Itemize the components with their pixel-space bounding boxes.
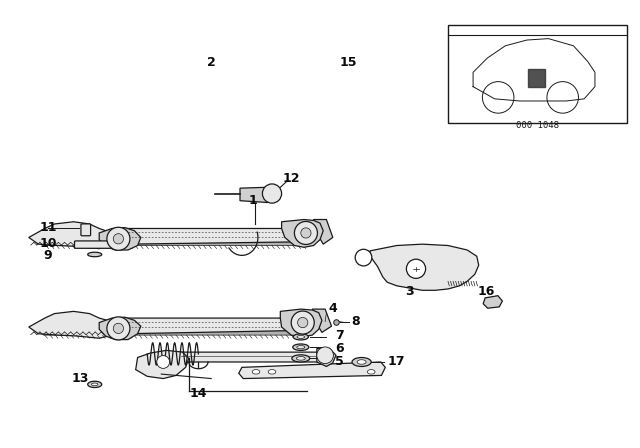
Ellipse shape [268,370,276,374]
Text: 17: 17 [388,355,406,369]
Polygon shape [528,69,545,86]
Polygon shape [29,222,118,249]
Text: 6: 6 [335,342,344,355]
Polygon shape [314,220,333,244]
Ellipse shape [293,334,308,340]
FancyBboxPatch shape [81,224,91,236]
Ellipse shape [357,360,366,364]
Text: 3: 3 [405,284,414,298]
Ellipse shape [297,336,305,338]
Text: 14: 14 [189,387,207,400]
Circle shape [355,249,372,266]
Polygon shape [483,296,502,308]
Text: 10: 10 [39,237,57,250]
Circle shape [406,259,426,278]
Polygon shape [118,318,300,334]
Circle shape [294,221,317,245]
Ellipse shape [88,252,102,257]
Ellipse shape [367,370,375,374]
Polygon shape [99,228,141,250]
Circle shape [291,311,314,334]
Text: 13: 13 [71,372,89,385]
Circle shape [113,234,124,244]
Polygon shape [118,228,304,244]
Text: 9: 9 [44,249,52,262]
Polygon shape [280,309,322,337]
Ellipse shape [292,355,310,362]
Text: 11: 11 [39,221,57,234]
Polygon shape [282,220,323,247]
Polygon shape [29,311,118,338]
Circle shape [107,317,130,340]
Ellipse shape [92,383,98,386]
Polygon shape [45,241,307,246]
Text: 16: 16 [477,284,495,298]
Text: 15: 15 [340,56,358,69]
Polygon shape [370,244,479,290]
Text: 000 1048: 000 1048 [516,121,559,130]
Ellipse shape [297,345,305,349]
Circle shape [317,347,333,364]
Ellipse shape [252,370,260,374]
Text: 2: 2 [207,56,216,69]
Circle shape [298,318,308,327]
Polygon shape [173,352,326,362]
Circle shape [157,356,170,368]
Text: 7: 7 [335,328,344,342]
Polygon shape [239,362,385,379]
FancyBboxPatch shape [74,241,118,248]
Polygon shape [317,349,336,366]
Polygon shape [312,309,332,332]
Circle shape [301,228,311,238]
Polygon shape [44,331,306,335]
Ellipse shape [292,344,309,350]
Text: 1: 1 [248,194,257,207]
Circle shape [262,184,282,203]
Text: 4: 4 [328,302,337,315]
Text: 12: 12 [282,172,300,185]
Circle shape [113,323,124,333]
Ellipse shape [296,357,305,360]
Circle shape [107,227,130,250]
Text: 8: 8 [351,315,360,328]
Polygon shape [136,350,189,379]
Text: 5: 5 [335,355,344,369]
Bar [448,25,627,123]
Polygon shape [99,317,141,340]
Polygon shape [240,187,275,202]
Ellipse shape [88,381,102,388]
Ellipse shape [352,358,371,366]
